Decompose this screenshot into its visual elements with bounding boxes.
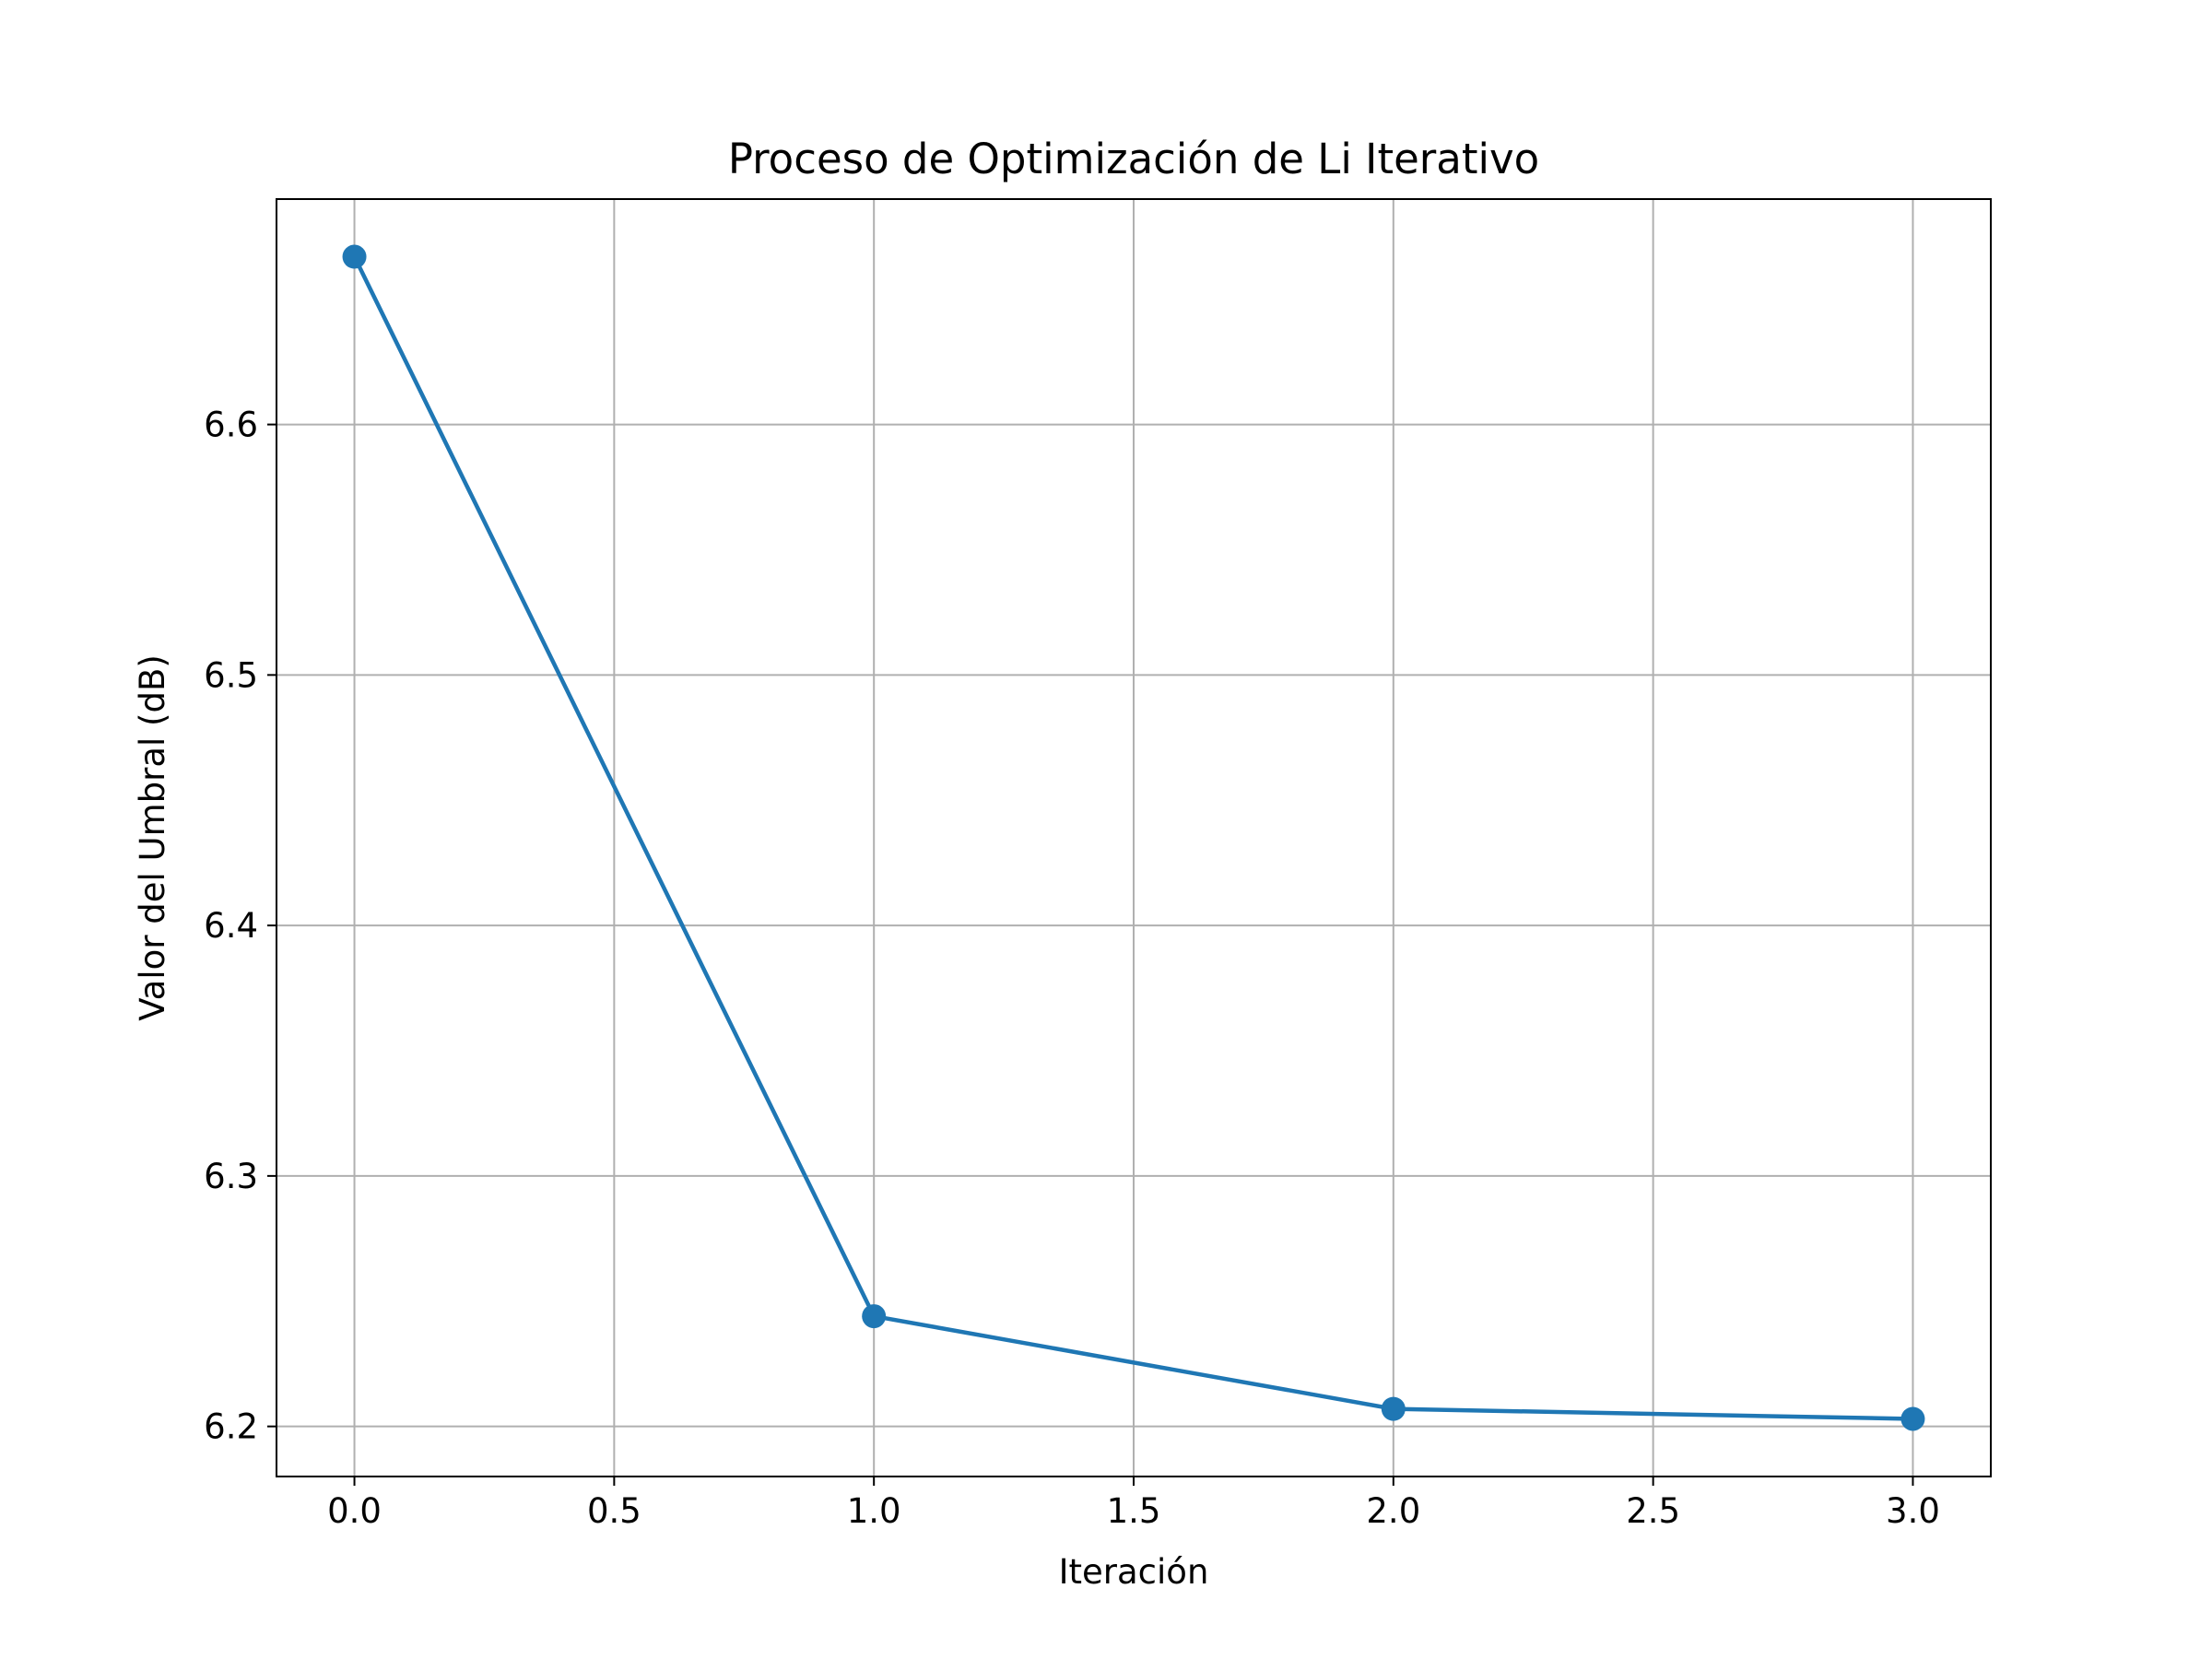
y-axis-label: Valor del Umbral (dB): [133, 654, 172, 1021]
x-tick-label: 2.0: [1366, 1491, 1420, 1531]
x-tick-label: 2.5: [1626, 1491, 1680, 1531]
chart-title: Proceso de Optimización de Li Iterativo: [728, 135, 1539, 183]
y-tick-label: 6.5: [204, 655, 258, 695]
x-tick-label: 0.0: [327, 1491, 382, 1531]
y-tick-label: 6.4: [204, 906, 258, 946]
plot-frame: [276, 198, 1992, 1477]
y-tick-label: 6.3: [204, 1157, 258, 1196]
data-point: [862, 1304, 887, 1329]
axis-ticks: 0.0 0.5 1.0 1.5 2.0 2.5 3.0 6.2 6.3 6.4 6.5 6.6: [204, 406, 1940, 1531]
x-tick-label: 0.5: [587, 1491, 641, 1531]
data-series: [342, 244, 1925, 1431]
x-tick-label: 1.5: [1107, 1491, 1161, 1531]
x-tick-label: 1.0: [847, 1491, 901, 1531]
data-point: [1900, 1406, 1925, 1431]
series-line: [352, 255, 1913, 1421]
x-tick-label: 3.0: [1886, 1491, 1940, 1531]
gridlines: [276, 199, 1991, 1477]
data-point: [1381, 1396, 1406, 1421]
data-point: [342, 244, 367, 269]
x-axis-label: Iteración: [1059, 1552, 1209, 1592]
y-tick-label: 6.6: [204, 406, 258, 445]
y-tick-label: 6.2: [204, 1407, 258, 1447]
